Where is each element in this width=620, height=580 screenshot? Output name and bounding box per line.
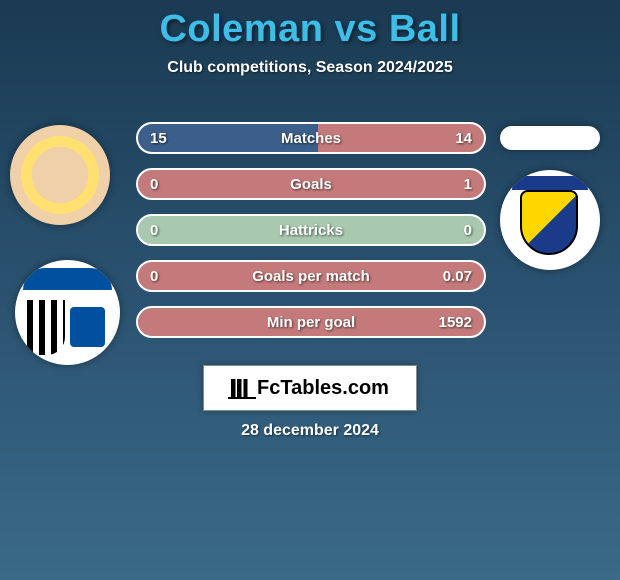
stat-row: Min per goal1592 [136, 306, 486, 338]
stat-value-right: 1592 [439, 314, 472, 331]
stat-label: Matches [138, 130, 484, 147]
stat-value-right: 0.07 [443, 268, 472, 285]
stat-row: 0Goals1 [136, 168, 486, 200]
stat-label: Goals per match [138, 268, 484, 285]
club-right-logo [500, 170, 600, 270]
player-left-avatar [10, 125, 110, 225]
stat-label: Goals [138, 176, 484, 193]
stat-value-right: 0 [464, 222, 472, 239]
stat-value-right: 1 [464, 176, 472, 193]
stat-value-right: 14 [455, 130, 472, 147]
stat-label: Hattricks [138, 222, 484, 239]
player-right-avatar [500, 126, 600, 150]
stats-container: 15Matches140Goals10Hattricks00Goals per … [136, 122, 486, 352]
stat-row: 15Matches14 [136, 122, 486, 154]
page-subtitle: Club competitions, Season 2024/2025 [0, 59, 620, 77]
brand-label: FcTables.com [257, 377, 389, 400]
brand-box: FcTables.com [203, 365, 417, 411]
club-left-logo [15, 260, 120, 365]
chart-icon [231, 379, 253, 397]
date-label: 28 december 2024 [0, 422, 620, 440]
page-title: Coleman vs Ball [0, 0, 620, 51]
stat-row: 0Hattricks0 [136, 214, 486, 246]
stat-row: 0Goals per match0.07 [136, 260, 486, 292]
stat-label: Min per goal [138, 314, 484, 331]
